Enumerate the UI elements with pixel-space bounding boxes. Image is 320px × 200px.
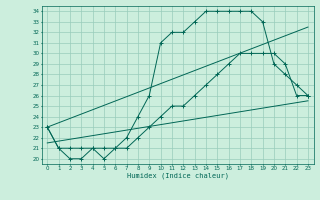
X-axis label: Humidex (Indice chaleur): Humidex (Indice chaleur) [127,172,228,179]
